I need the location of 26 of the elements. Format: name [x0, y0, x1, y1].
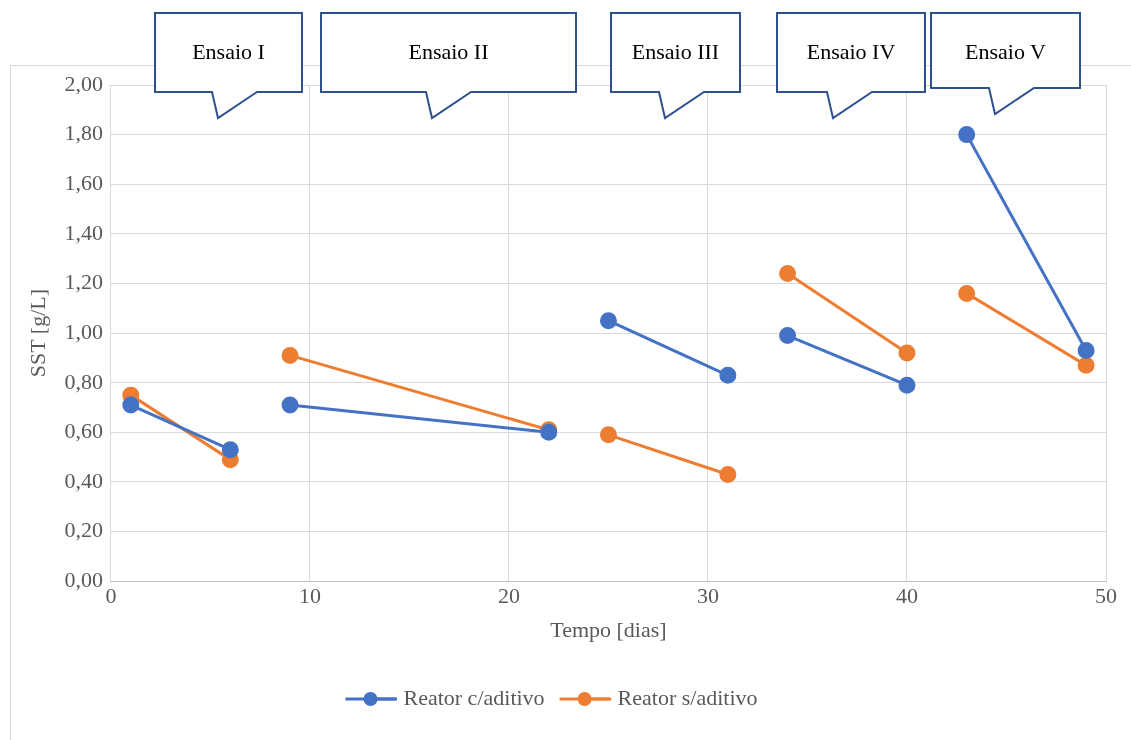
text: Ensaio III — [630, 39, 721, 65]
y-tick-label: 2,00 — [64, 70, 103, 96]
x-tick-label: 40 — [895, 583, 918, 609]
x-tick-label: 20 — [497, 583, 520, 609]
y-tick-label: 0,60 — [64, 418, 103, 444]
y-tick-label: 1,20 — [64, 269, 103, 295]
y-tick-label: 1,80 — [64, 120, 103, 146]
text: Ensaio V — [964, 39, 1047, 65]
legend-label: Reator c/aditivo — [403, 684, 545, 710]
x-tick-label: 30 — [696, 583, 719, 609]
x-axis-title: Tempo [dias] — [550, 616, 667, 642]
y-tick-label: 0,20 — [64, 517, 103, 543]
y-tick-label: 1,60 — [64, 170, 103, 196]
text: Ensaio II — [407, 39, 490, 65]
y-tick-label: 1,00 — [64, 318, 103, 344]
y-tick-label: 0,80 — [64, 368, 103, 394]
y-axis-title: SST [g/L] — [24, 288, 50, 378]
y-tick-label: 1,40 — [64, 219, 103, 245]
text: Ensaio IV — [805, 39, 897, 65]
y-tick-label: 0,00 — [64, 566, 103, 592]
text: Ensaio I — [191, 39, 266, 65]
x-tick-label: 50 — [1095, 583, 1117, 609]
x-tick-label: 10 — [298, 583, 321, 609]
legend-label: Reator s/aditivo — [617, 684, 758, 710]
y-tick-label: 0,40 — [64, 467, 103, 493]
x-tick-label: 0 — [105, 583, 117, 609]
